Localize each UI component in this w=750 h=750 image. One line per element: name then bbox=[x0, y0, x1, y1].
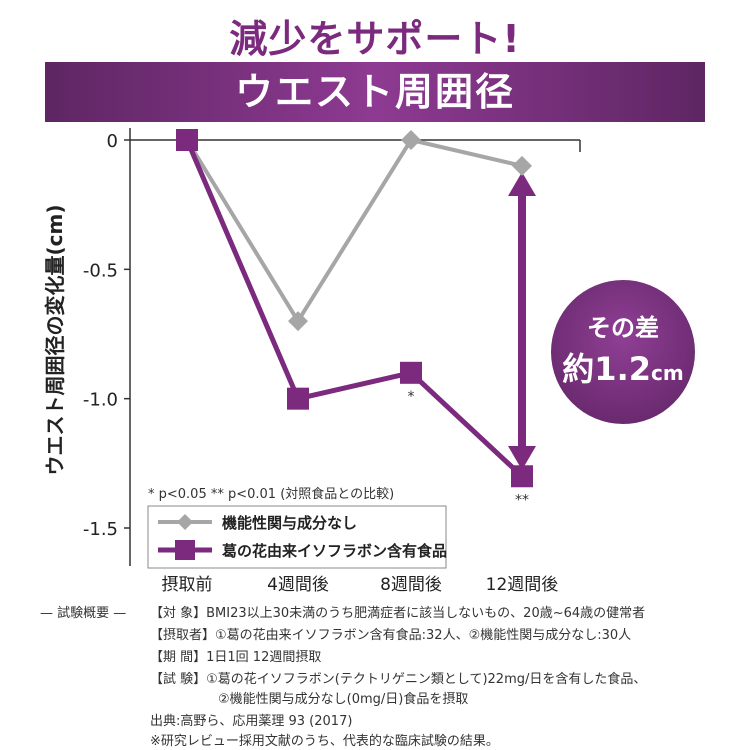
footnote-disclaimer: ※研究レビュー採用文献のうち、代表的な臨床試験の結果。 bbox=[150, 734, 499, 749]
data-point-test bbox=[400, 361, 422, 384]
legend-label-test: 葛の花由来イソフラボン含有食品 bbox=[221, 542, 447, 560]
significance-mark: ** bbox=[515, 492, 529, 508]
difference-value: 約1.2 bbox=[562, 350, 651, 388]
data-point-test bbox=[287, 387, 309, 410]
legend-marker-control bbox=[177, 514, 193, 530]
y-tick-label: -1.0 bbox=[83, 390, 118, 411]
data-point-control bbox=[512, 155, 532, 176]
series-line-control bbox=[185, 138, 523, 324]
x-tick-label: 12週間後 bbox=[486, 575, 559, 595]
y-tick-label: -1.5 bbox=[83, 519, 118, 540]
footnote-takers: 【摂取者】①葛の花由来イソフラボン含有食品:32人、②機能性関与成分なし:30人 bbox=[150, 628, 632, 643]
difference-line1: その差 bbox=[587, 314, 659, 342]
line-chart: 0-0.5-1.0-1.5 ウエスト周囲径の変化量(cm) *** その差 約1… bbox=[43, 128, 695, 595]
banner-title: ウエスト周囲径 bbox=[45, 62, 705, 122]
legend: 機能性関与成分なし 葛の花由来イソフラボン含有食品 bbox=[147, 505, 447, 569]
footnote-period: 【期 間】1日1回 12週間摂取 bbox=[150, 650, 322, 665]
footnote-label: — 試験概要 — bbox=[40, 606, 127, 621]
data-point-control bbox=[288, 311, 308, 332]
footnote-source: 出典:高野ら、応用薬理 93 (2017) bbox=[150, 714, 353, 729]
x-tick-label: 摂取前 bbox=[162, 575, 213, 595]
significance-mark: * bbox=[408, 389, 415, 405]
y-axis-label: ウエスト周囲径の変化量(cm) bbox=[43, 205, 67, 476]
series-line-test bbox=[184, 139, 524, 479]
data-point-control bbox=[401, 130, 421, 150]
data-point-test bbox=[511, 465, 533, 488]
x-tick-label: 4週間後 bbox=[267, 575, 329, 595]
footnote-trial-1: 【試 験】①葛の花イソフラボン(テクトリゲニン類として)22mg/日を含有した食… bbox=[150, 672, 647, 687]
headline: 減少をサポート! bbox=[229, 17, 521, 61]
footnote-trial-2: ②機能性関与成分なし(0mg/日)食品を摂取 bbox=[218, 692, 469, 707]
significance-note: * p<0.05 ** p<0.01 (対照食品との比較) bbox=[148, 486, 394, 502]
y-tick-label: -0.5 bbox=[83, 260, 118, 281]
difference-arrow bbox=[508, 172, 536, 470]
footnote-target: 【対 象】BMI23以上30未満のうち肥満症者に該当しないもの、20歳~64歳の… bbox=[150, 606, 646, 621]
legend-label-control: 機能性関与成分なし bbox=[222, 514, 357, 532]
legend-marker-test bbox=[175, 540, 195, 560]
x-tick-label: 8週間後 bbox=[380, 575, 442, 595]
difference-unit: cm bbox=[651, 361, 684, 385]
svg-text:約1.2cm: 約1.2cm bbox=[562, 350, 683, 388]
difference-badge: その差 約1.2cm bbox=[551, 280, 695, 424]
data-point-test bbox=[176, 129, 198, 151]
y-tick-label: 0 bbox=[107, 131, 118, 152]
